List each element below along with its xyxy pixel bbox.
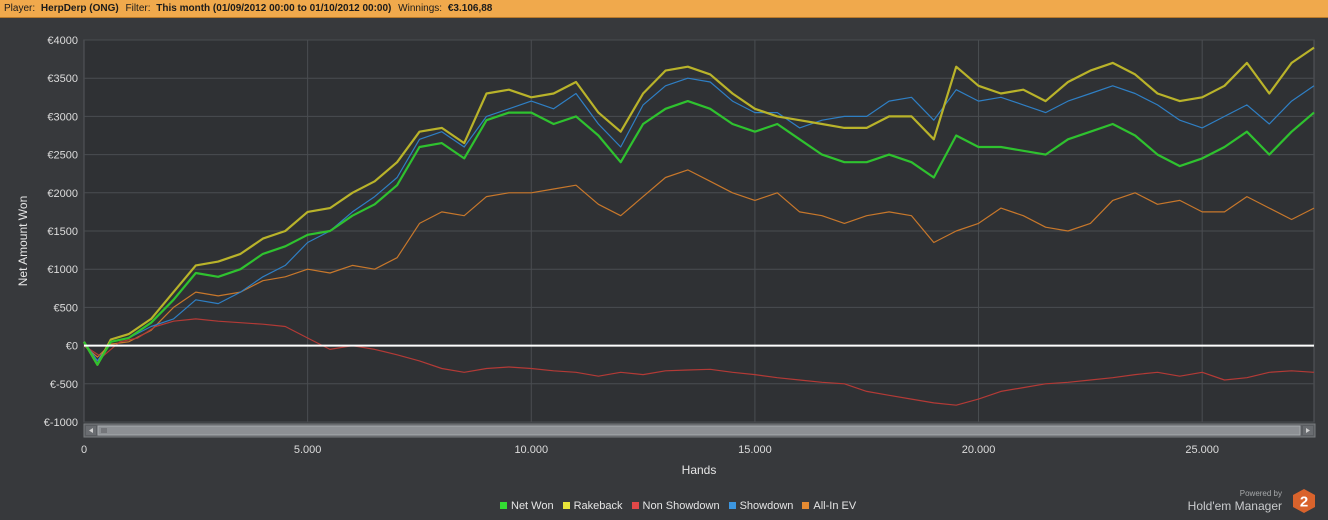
legend-swatch-icon <box>500 501 507 509</box>
x-tick-label: 0 <box>81 444 87 456</box>
y-tick-label: €4000 <box>47 35 78 47</box>
series-line-showdown <box>83 77 1315 362</box>
y-tick-label: €500 <box>54 302 78 314</box>
legend-swatch-icon <box>631 501 639 509</box>
legend-swatch-icon <box>802 501 810 509</box>
y-tick-label: €-500 <box>50 379 78 391</box>
brand-logo-hexagon <box>1293 489 1315 513</box>
brand-logo-icon: 2 <box>1293 489 1315 513</box>
legend-label: Showdown <box>739 500 794 513</box>
series-line-rakeback <box>83 46 1315 366</box>
scrollbar-thumb[interactable] <box>97 425 1301 436</box>
legend-item-showdown[interactable]: Showdown <box>728 500 794 513</box>
legend-item-rakeback[interactable]: Rakeback <box>562 500 623 513</box>
y-tick-label: €0 <box>66 341 78 353</box>
y-tick-label: €3500 <box>47 73 78 85</box>
powered-by-text: Powered by <box>1239 489 1282 498</box>
x-tick-label: 25.000 <box>1185 444 1219 456</box>
y-tick-label: €1500 <box>47 226 78 238</box>
player-label: Player: <box>4 3 36 14</box>
player-name: HerpDerp (ONG) <box>40 3 119 14</box>
legend-label: Rakeback <box>573 500 623 513</box>
horizontal-scrollbar[interactable] <box>83 423 1316 438</box>
legend-item-all-in-ev[interactable]: All-In EV <box>802 500 856 512</box>
x-tick-label: 5.000 <box>294 444 322 456</box>
scroll-right-arrow-icon <box>1306 428 1310 433</box>
chart-legend: Net Won Rakeback Non Showdown Showdown All-I… <box>500 500 865 514</box>
filter-value: This month (01/09/2012 00:00 to 01/10/20… <box>156 3 392 14</box>
legend-label: Net Won <box>511 500 554 513</box>
series-line-non-showdown <box>83 318 1315 406</box>
y-tick-label: €1000 <box>47 264 78 276</box>
x-axis-title: Hands <box>682 463 717 477</box>
x-tick-label: 10.000 <box>514 444 548 456</box>
y-tick-label: €2000 <box>47 188 78 200</box>
legend-item-net-won[interactable]: Net Won <box>500 500 554 512</box>
y-tick-label: €2500 <box>47 150 78 162</box>
y-tick-label: €-1000 <box>44 417 78 429</box>
legend-label: All-In EV <box>813 500 857 513</box>
legend-item-non-showdown[interactable]: Non Showdown <box>631 500 720 513</box>
winnings-value: €3.106,88 <box>447 3 493 14</box>
brand-logo-number: 2 <box>1300 494 1308 511</box>
legend-label: Non Showdown <box>642 500 720 513</box>
series-line-net-won <box>83 100 1315 366</box>
x-tick-label: 20.000 <box>962 444 996 456</box>
legend-swatch-icon <box>562 501 570 509</box>
series-line-all-in-ev <box>83 169 1315 358</box>
y-tick-label: €3000 <box>47 111 78 123</box>
winnings-label: Winnings: <box>398 3 443 14</box>
brand-block: Powered by Hold'em Manager 2 <box>1188 486 1322 516</box>
brand-name: Hold'em Manager <box>1187 499 1282 513</box>
legend-swatch-icon <box>728 501 736 509</box>
filter-label: Filter: <box>125 3 151 14</box>
scroll-left-arrow-icon <box>89 428 93 433</box>
x-tick-label: 15.000 <box>738 444 772 456</box>
report-header: Player: HerpDerp (ONG) Filter: This mont… <box>0 0 1328 18</box>
y-axis-title: Net Amount Won <box>16 196 30 287</box>
